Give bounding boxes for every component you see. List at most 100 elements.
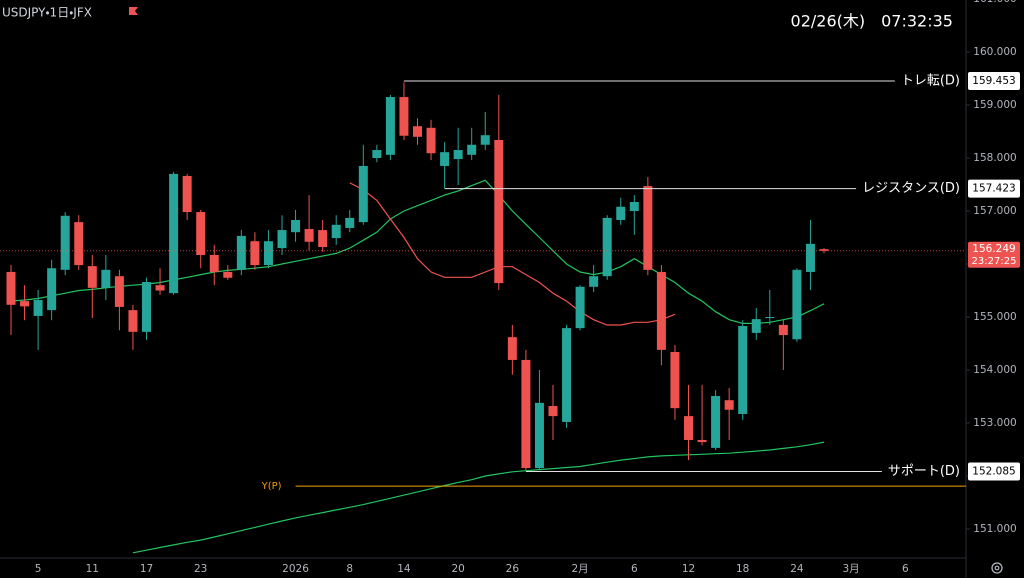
candle-body	[670, 351, 680, 409]
candle-body	[778, 324, 788, 336]
candle-body	[47, 268, 57, 311]
candle-body	[629, 201, 639, 211]
candle-body	[196, 212, 206, 255]
level-value: 159.453	[972, 75, 1015, 87]
candle-body	[765, 317, 775, 319]
level-label: Y(P)	[261, 481, 282, 492]
candle-body	[399, 97, 409, 136]
x-tick-label: 23	[194, 563, 207, 575]
candle-body	[575, 286, 585, 329]
candle-body	[792, 269, 802, 340]
candle-body	[697, 439, 707, 443]
candle-body	[87, 266, 97, 288]
candle-body	[724, 400, 734, 410]
x-tick-label: 17	[140, 563, 153, 575]
candle-body	[358, 165, 368, 223]
level-label: サポート(D)	[888, 464, 960, 479]
candle-body	[480, 135, 490, 145]
y-tick-label: 160.000	[973, 46, 1016, 58]
flag-icon[interactable]	[129, 7, 138, 15]
x-tick-label: 6	[902, 563, 909, 575]
candle-body	[101, 269, 111, 288]
candle-body	[236, 235, 246, 270]
candle-body	[33, 300, 43, 316]
level-value-box	[968, 179, 1020, 198]
x-tick-label: 6	[631, 563, 638, 575]
candle-body	[548, 406, 558, 417]
candle-body	[331, 224, 341, 239]
candle-body	[291, 220, 301, 233]
candle-body	[60, 215, 70, 270]
candle-body	[277, 230, 287, 249]
level-value: 157.423	[972, 183, 1015, 195]
x-tick-label: 5	[35, 563, 42, 575]
x-tick-label: 11	[86, 563, 99, 575]
candle-body	[318, 230, 328, 248]
candle-body	[20, 301, 30, 307]
candle-body	[467, 144, 477, 155]
candle-body	[805, 243, 815, 272]
candle-body	[128, 310, 138, 332]
candle-body	[182, 176, 192, 213]
candle-body	[223, 271, 233, 278]
candle-body	[819, 249, 829, 251]
candle-body	[114, 276, 124, 307]
symbol-title: USDJPY・1日・JFX	[2, 6, 92, 20]
last-price: 156.249	[972, 243, 1015, 255]
candle-body	[738, 326, 748, 414]
level-value-box	[968, 462, 1020, 481]
level-label: トレ転(D)	[901, 73, 960, 88]
candle-body	[656, 271, 666, 350]
candle-body	[155, 285, 165, 291]
y-tick-label: 161.000	[973, 0, 1016, 5]
level-value-box	[968, 71, 1020, 90]
candle-body	[643, 186, 653, 270]
candle-body	[562, 328, 572, 422]
candle-body	[534, 402, 544, 469]
countdown: 23:27:25	[972, 256, 1017, 267]
candle-body	[209, 254, 219, 272]
y-tick-label: 154.000	[973, 364, 1016, 376]
candle-body	[453, 150, 463, 160]
candle-body	[263, 241, 273, 266]
level-label: レジスタンス(D)	[862, 181, 960, 196]
candle-body	[304, 229, 314, 242]
candle-body	[589, 276, 599, 287]
settings-icon[interactable]	[991, 562, 1003, 574]
plot-area	[6, 82, 829, 554]
candle-body	[169, 173, 179, 294]
candle-body	[74, 222, 84, 266]
candle-body	[385, 97, 395, 155]
y-tick-label: 159.000	[973, 99, 1016, 111]
x-tick-label: 2月	[572, 563, 589, 575]
x-tick-label: 18	[736, 563, 749, 575]
candle-body	[616, 206, 626, 221]
clock: 02/26(木) 07:32:35	[791, 12, 953, 31]
candle-body	[250, 241, 260, 266]
x-tick-label: 14	[397, 563, 411, 575]
ma-line	[132, 441, 825, 554]
candle-body	[711, 395, 721, 448]
x-tick-label: 24	[790, 563, 804, 575]
x-tick-label: 12	[682, 563, 695, 575]
candle-body	[494, 139, 504, 284]
candle-body	[507, 337, 517, 360]
candle-body	[142, 282, 151, 332]
candle-body	[602, 217, 612, 277]
y-tick-label: 153.000	[973, 417, 1016, 429]
x-tick-label: 20	[451, 563, 464, 575]
candle-body	[413, 126, 422, 137]
candle-body	[372, 150, 382, 158]
candle-body	[751, 319, 761, 333]
candle-body	[521, 359, 531, 469]
candle-body	[426, 127, 436, 154]
x-tick-label: 8	[346, 563, 353, 575]
y-tick-label: 157.000	[973, 205, 1016, 217]
x-tick-label: 2026	[282, 563, 309, 575]
candle-body	[6, 271, 16, 305]
y-tick-label: 151.000	[973, 523, 1016, 535]
